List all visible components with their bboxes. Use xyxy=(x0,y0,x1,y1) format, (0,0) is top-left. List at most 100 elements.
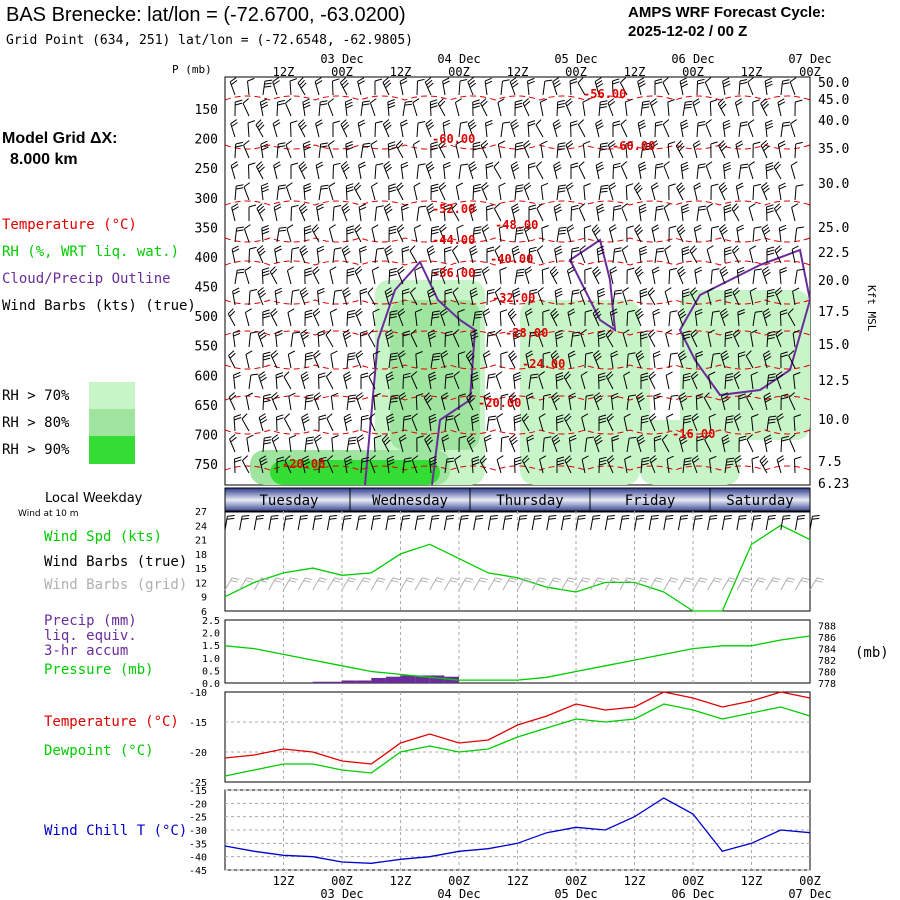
wind-barb xyxy=(452,287,460,306)
temperature-contour xyxy=(225,200,810,206)
pressure-tick: 780 xyxy=(818,668,836,679)
pressure-tick: 400 xyxy=(195,251,218,266)
wind-barb xyxy=(723,161,732,180)
wind-barb xyxy=(650,182,659,201)
wind-barb xyxy=(228,350,236,369)
wind-barb xyxy=(276,414,284,432)
wind-barb xyxy=(563,371,572,390)
pressure-tick: 784 xyxy=(818,645,836,656)
wind-barb xyxy=(523,140,531,159)
wind-barb xyxy=(622,329,630,348)
wind-barb-grid xyxy=(721,577,737,591)
wind-barb xyxy=(787,308,796,327)
wind-barb xyxy=(269,266,278,285)
wind-barb xyxy=(384,287,394,306)
wind-barb xyxy=(550,350,560,369)
wind-barb xyxy=(566,266,575,285)
wind-barb xyxy=(330,392,339,411)
wind-speed-panel: 6 9 12 15 18 21 24 27 xyxy=(195,507,825,618)
wind-barb xyxy=(285,140,293,159)
wind-barb xyxy=(724,330,733,348)
wind-barb xyxy=(528,373,539,390)
wind-barb xyxy=(458,163,469,180)
wind-barb xyxy=(525,350,534,369)
wind-barb xyxy=(495,371,503,390)
wind-barb xyxy=(451,245,460,264)
legend-pressure: Pressure (mb) xyxy=(44,662,154,678)
wind-speed-line xyxy=(224,524,811,612)
wind-barb xyxy=(732,287,740,306)
wind-barb xyxy=(675,140,685,159)
wind-barb-true xyxy=(356,515,367,531)
hour-label-top: 00Z xyxy=(565,65,587,79)
wind-barb xyxy=(608,182,617,201)
wind-barb-true xyxy=(487,515,498,531)
hour-label-top: 12Z xyxy=(624,65,646,79)
wind-barb xyxy=(749,245,757,264)
wind-barb xyxy=(400,119,408,138)
wind-barb xyxy=(283,413,292,432)
wind-barb xyxy=(541,225,549,243)
wind-barb-true xyxy=(619,515,630,531)
wind-barb xyxy=(678,434,688,453)
rh80-swatch xyxy=(89,409,135,436)
wind-barb xyxy=(486,246,495,263)
wind-tick: 24 xyxy=(195,521,207,532)
wind-barb xyxy=(682,100,693,117)
local-weekday-label: Local Weekday xyxy=(45,491,143,506)
wind-barb xyxy=(523,224,532,243)
weekday-label: Wednesday xyxy=(372,493,448,509)
wind-barb xyxy=(668,310,678,327)
legend-dewpoint: Dewpoint (°C) xyxy=(44,743,154,759)
wind-barb xyxy=(766,373,776,390)
wind-barb xyxy=(370,182,378,201)
hour-label-top: 00Z xyxy=(331,65,353,79)
wind-barb xyxy=(693,182,702,201)
wind-barb xyxy=(553,203,563,222)
wind-barb xyxy=(314,77,323,96)
wind-barb xyxy=(398,434,407,453)
wind-barb xyxy=(332,247,342,264)
wind-barb xyxy=(424,434,434,453)
wind-barb xyxy=(593,392,603,411)
wind-barb xyxy=(565,98,573,117)
kft-tick: 17.5 xyxy=(818,305,849,320)
wind-barb-grid xyxy=(239,577,254,591)
wind-barb-grid xyxy=(736,577,752,591)
wind-barb xyxy=(425,161,435,180)
temperature-contour xyxy=(225,330,810,336)
wind-barb xyxy=(411,413,418,432)
wind-barb xyxy=(340,161,350,180)
wind-barb xyxy=(244,308,252,327)
wind-barb xyxy=(499,309,508,327)
wind-barb xyxy=(637,77,646,96)
wind-barb xyxy=(465,350,475,369)
wind-barb xyxy=(346,436,357,453)
wind-barb-true xyxy=(283,515,294,531)
wind-barb xyxy=(346,309,355,327)
wind-barb xyxy=(606,455,615,474)
wind-barb xyxy=(596,245,605,264)
wind-barb xyxy=(442,119,451,138)
wind-barb xyxy=(720,392,730,411)
wind-barb xyxy=(623,413,631,432)
wind-barb xyxy=(676,224,686,243)
wind-barb xyxy=(681,203,690,222)
wind-barb xyxy=(483,434,492,453)
wind-barb xyxy=(345,141,354,159)
wind-barb xyxy=(440,350,449,369)
legend-precip-line-3: 3-hr accum xyxy=(44,643,129,659)
kft-tick: 20.0 xyxy=(818,274,849,289)
wind-barb xyxy=(556,456,565,473)
pressure-tick: 778 xyxy=(818,679,836,690)
wind-barb xyxy=(328,224,336,243)
wind-barb xyxy=(526,434,535,453)
wind-barb xyxy=(696,435,704,453)
wind-barb xyxy=(690,329,698,348)
wind-barb xyxy=(678,392,688,411)
wind-barb xyxy=(733,371,741,390)
wind-barb xyxy=(792,287,800,306)
wind-barb-grid xyxy=(809,577,825,591)
wind-barb xyxy=(230,119,238,138)
wind-barb xyxy=(556,226,567,243)
